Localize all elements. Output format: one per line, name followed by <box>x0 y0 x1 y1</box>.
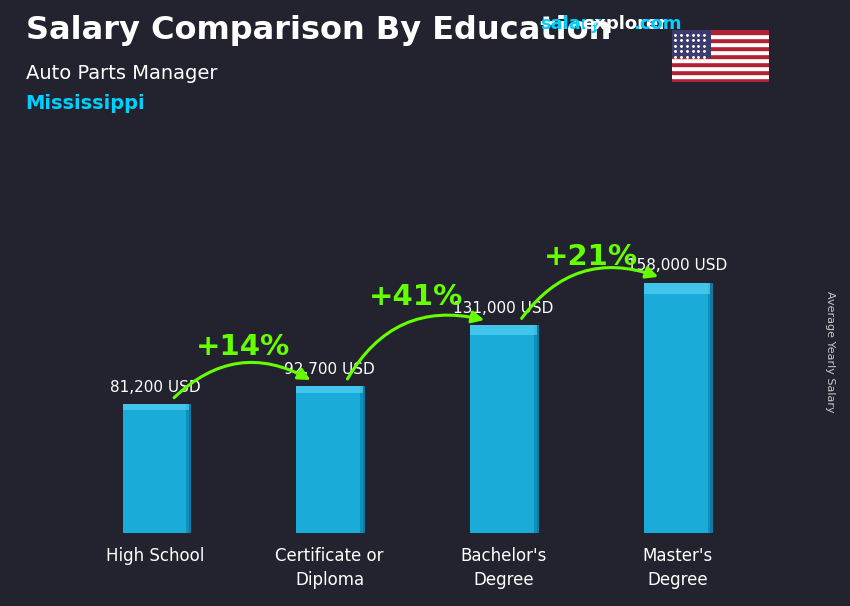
Text: Average Yearly Salary: Average Yearly Salary <box>824 291 835 412</box>
Bar <box>672 74 769 78</box>
Bar <box>672 54 769 58</box>
Bar <box>186 404 191 533</box>
Text: 92,700 USD: 92,700 USD <box>284 362 375 376</box>
Bar <box>470 325 536 335</box>
Bar <box>534 325 539 533</box>
Bar <box>672 38 769 42</box>
Text: +14%: +14% <box>196 333 290 361</box>
Text: 158,000 USD: 158,000 USD <box>627 258 728 273</box>
Text: .com: .com <box>633 15 682 33</box>
Text: Auto Parts Manager: Auto Parts Manager <box>26 64 217 82</box>
Bar <box>672 46 769 50</box>
Bar <box>644 282 711 533</box>
Bar <box>672 50 769 54</box>
Bar <box>672 42 769 46</box>
Bar <box>672 30 769 35</box>
Bar <box>122 404 189 410</box>
Text: +21%: +21% <box>543 242 638 271</box>
Bar <box>708 282 713 533</box>
Bar <box>122 404 189 533</box>
Bar <box>672 66 769 70</box>
Bar <box>297 386 363 393</box>
Bar <box>672 62 769 66</box>
Bar <box>297 386 363 533</box>
Text: salary: salary <box>540 15 601 33</box>
Text: Mississippi: Mississippi <box>26 94 145 113</box>
Bar <box>672 30 711 58</box>
Bar <box>672 70 769 74</box>
Bar <box>470 325 536 533</box>
Text: 81,200 USD: 81,200 USD <box>110 380 201 395</box>
Bar <box>360 386 365 533</box>
Text: Salary Comparison By Education: Salary Comparison By Education <box>26 15 611 46</box>
Bar <box>672 35 769 38</box>
Bar <box>672 58 769 62</box>
Text: +41%: +41% <box>370 282 463 311</box>
Text: 131,000 USD: 131,000 USD <box>453 301 553 316</box>
Text: explorer: explorer <box>582 15 667 33</box>
Bar <box>644 282 711 294</box>
Bar <box>672 78 769 82</box>
